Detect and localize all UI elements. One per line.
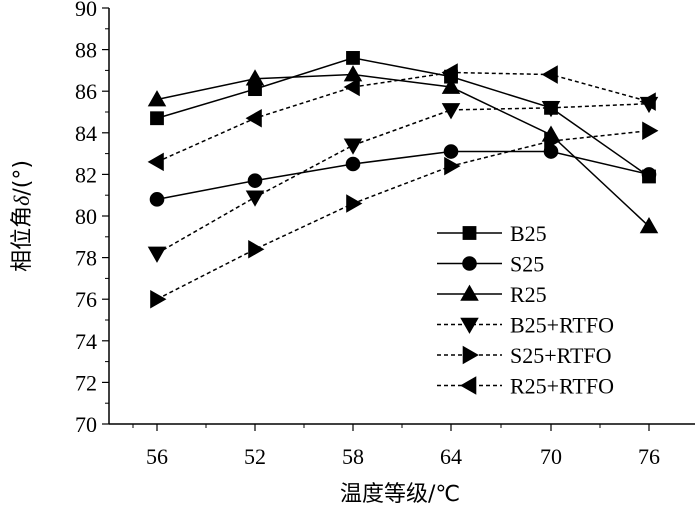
data-point <box>147 152 164 172</box>
legend-entry: B25 <box>437 221 547 246</box>
series-b25-rtfo <box>147 96 659 263</box>
data-point <box>639 216 659 234</box>
data-point <box>544 131 561 151</box>
series-line <box>156 129 650 300</box>
y-axis-title-prefix: 相位角 <box>10 206 35 272</box>
legend: B25 S25 R25 B25+RTFO S25+RTFO R25+RTFO <box>437 221 614 399</box>
x-tick-label: 56 <box>146 444 168 469</box>
data-point <box>343 77 360 97</box>
x-axis-title: 温度等级/℃ <box>340 482 460 507</box>
legend-label: R25 <box>510 282 547 307</box>
data-point <box>443 144 459 159</box>
legend-marker <box>460 376 477 395</box>
data-point <box>441 77 461 94</box>
data-point <box>346 51 360 65</box>
legend-label: B25 <box>510 221 547 246</box>
data-point <box>541 65 558 84</box>
legend-marker <box>462 226 477 240</box>
data-point <box>245 190 265 207</box>
series-line <box>156 102 650 255</box>
legend-entry: R25+RTFO <box>437 374 614 399</box>
series-b25 <box>150 51 656 184</box>
data-point <box>441 103 461 120</box>
legend-entry: S25 <box>437 252 544 277</box>
data-point <box>639 92 656 111</box>
legend-marker <box>462 256 477 271</box>
legend-label: R25+RTFO <box>510 374 614 399</box>
x-tick-label: 76 <box>638 444 660 469</box>
series-line <box>156 57 650 178</box>
y-tick-label: 90 <box>75 0 97 21</box>
y-axis-title-suffix: /(°) <box>10 160 35 196</box>
y-tick-label: 74 <box>75 329 97 354</box>
data-point <box>245 69 265 86</box>
legend-entry: B25+RTFO <box>437 313 614 338</box>
data-point <box>441 63 458 82</box>
y-tick-label: 86 <box>75 79 97 104</box>
x-tick-label: 52 <box>244 444 266 469</box>
y-tick-label: 70 <box>75 412 97 437</box>
data-point <box>248 240 265 259</box>
x-tick-label: 70 <box>540 444 562 469</box>
x-tick-label: 64 <box>440 444 462 469</box>
data-point <box>343 138 363 155</box>
legend-marker <box>460 317 479 334</box>
data-point <box>444 156 461 176</box>
legend-marker <box>460 284 479 301</box>
data-point <box>345 156 361 172</box>
legend-marker <box>462 345 479 365</box>
series-line <box>156 150 650 201</box>
data-point <box>247 173 263 188</box>
y-tick-label: 76 <box>75 287 97 312</box>
y-tick-label: 80 <box>75 204 97 229</box>
x-tick-label: 58 <box>342 444 364 469</box>
series-r25 <box>147 65 659 234</box>
data-point <box>541 101 561 118</box>
data-point <box>642 121 659 140</box>
series-s25-rtfo <box>150 121 659 309</box>
data-point <box>147 246 167 263</box>
legend-entry: S25+RTFO <box>437 343 612 368</box>
y-axis: 70 72 74 76 78 80 82 84 86 88 90 <box>75 0 109 437</box>
legend-label: S25+RTFO <box>510 343 612 368</box>
legend-label: B25+RTFO <box>510 313 614 338</box>
data-point <box>150 289 167 309</box>
legend-label: S25 <box>510 252 544 277</box>
y-tick-label: 78 <box>75 246 97 271</box>
series-layer <box>147 51 659 309</box>
data-point <box>150 111 164 126</box>
x-axis: 56 52 58 64 70 76 <box>132 424 660 469</box>
y-tick-label: 88 <box>75 38 97 63</box>
y-tick-label: 84 <box>75 121 97 146</box>
y-axis-title-symbol: δ <box>9 195 34 206</box>
series-line <box>156 73 650 227</box>
series-r25-rtfo <box>147 63 656 172</box>
data-point <box>343 65 363 82</box>
data-point <box>149 192 165 207</box>
y-axis-title: 相位角δ/(°) <box>9 160 35 272</box>
data-point <box>641 167 657 182</box>
data-point <box>245 108 262 128</box>
legend-entry: R25 <box>437 282 547 307</box>
data-point <box>346 194 363 213</box>
data-point <box>147 90 167 107</box>
y-tick-label: 82 <box>75 162 97 187</box>
series-s25 <box>149 144 657 207</box>
series-line <box>156 71 650 163</box>
y-tick-label: 72 <box>75 370 97 395</box>
